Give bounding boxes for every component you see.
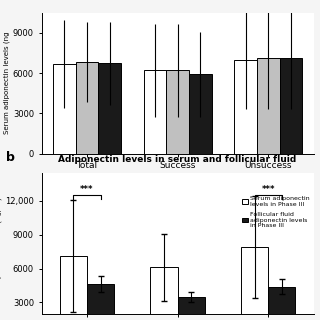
Bar bbox=[60, 256, 87, 320]
Bar bbox=[76, 62, 98, 154]
Bar bbox=[166, 70, 189, 154]
Text: b: b bbox=[6, 151, 15, 164]
Bar bbox=[87, 284, 114, 320]
Bar bbox=[98, 63, 121, 154]
Bar bbox=[257, 58, 280, 154]
Text: ***: *** bbox=[80, 185, 94, 195]
Bar bbox=[234, 60, 257, 154]
Legend: Phase 1, Phase 2, Phase 3: Phase 1, Phase 2, Phase 3 bbox=[111, 188, 244, 203]
Text: ***: *** bbox=[261, 185, 275, 195]
Text: Adiponectin levels in serum and follicular fluid: Adiponectin levels in serum and follicul… bbox=[59, 155, 297, 164]
Y-axis label: Adiponectin levels (ng/ml): Adiponectin levels (ng/ml) bbox=[0, 197, 2, 289]
Bar bbox=[280, 58, 302, 154]
Legend: Serum adiponectin
levels in Phase III, Follicular fluid
adiponectin levels
in Ph: Serum adiponectin levels in Phase III, F… bbox=[241, 195, 310, 230]
Y-axis label: Serum adiponectin levels (ng: Serum adiponectin levels (ng bbox=[4, 32, 10, 134]
Bar bbox=[189, 75, 212, 154]
Bar bbox=[53, 64, 76, 154]
Bar bbox=[268, 287, 295, 320]
Bar bbox=[241, 247, 268, 320]
Bar bbox=[150, 268, 178, 320]
Bar bbox=[178, 297, 205, 320]
Bar bbox=[144, 70, 166, 154]
